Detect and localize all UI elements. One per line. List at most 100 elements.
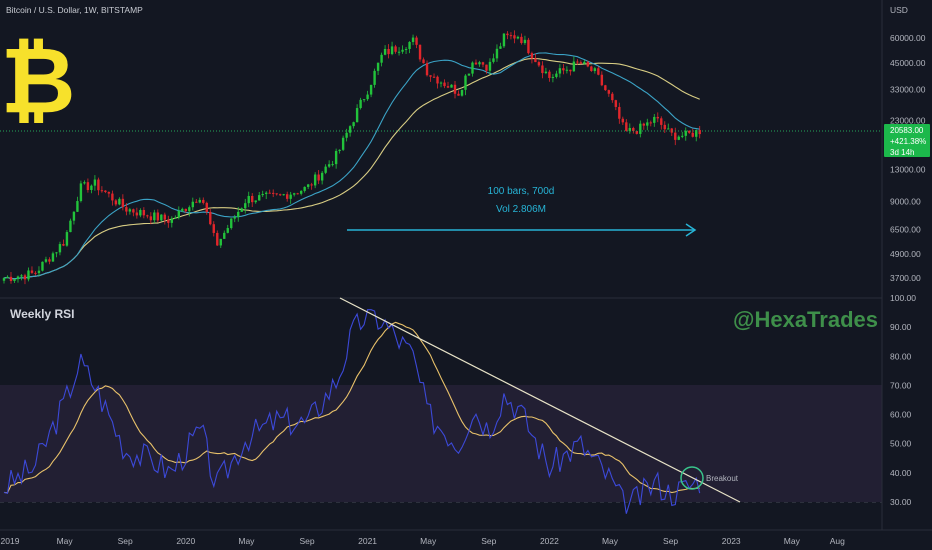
measure-vol-label: Vol 2.806M xyxy=(496,204,546,215)
candle-body xyxy=(390,46,394,55)
candle-body xyxy=(387,48,390,55)
candle-body xyxy=(530,53,534,59)
candle-body xyxy=(513,35,516,39)
candle-body xyxy=(188,207,191,212)
candle-body xyxy=(467,73,471,76)
rsi-tick-label: 60.00 xyxy=(890,410,912,420)
price-tick-label: 23000.00 xyxy=(890,116,926,126)
candle-body xyxy=(586,61,590,67)
candle-body xyxy=(439,82,443,84)
candle-body xyxy=(415,37,418,45)
candle-body xyxy=(6,276,9,279)
candle-body xyxy=(282,194,285,196)
candle-body xyxy=(317,174,320,181)
candle-body xyxy=(107,192,111,194)
candle-body xyxy=(520,36,523,44)
price-axis[interactable] xyxy=(882,0,932,530)
candle-body xyxy=(240,208,243,212)
candle-body xyxy=(258,195,261,201)
candle-body xyxy=(212,224,215,233)
candle-body xyxy=(506,33,509,36)
price-tick-label: 33000.00 xyxy=(890,85,926,95)
candle-body xyxy=(380,54,383,63)
candle-body xyxy=(348,126,352,133)
candle-body xyxy=(660,118,663,125)
time-tick-labels: 2019 May Sep 2020 May Sep 2021 May Sep 2022 May Sep… xyxy=(1,536,846,546)
candle-body xyxy=(118,198,121,205)
candle-body xyxy=(583,61,586,64)
time-tick-label: 2020 xyxy=(176,536,195,546)
rsi-tick-label: 80.00 xyxy=(890,351,912,361)
candle-body xyxy=(149,216,153,221)
candle-body xyxy=(237,211,240,218)
measure-tool[interactable]: 100 bars, 700d Vol 2.806M xyxy=(347,186,697,237)
candle-body xyxy=(597,68,600,75)
candle-body xyxy=(268,192,271,194)
candle-body xyxy=(485,64,488,71)
bitcoin-logo-icon: ₿ xyxy=(1,27,76,134)
candle-body xyxy=(471,62,474,74)
watermark: @HexaTrades xyxy=(733,307,878,332)
time-tick-label: May xyxy=(57,536,74,546)
candle-body xyxy=(572,61,576,72)
candle-body xyxy=(198,199,201,203)
candle-body xyxy=(555,73,558,77)
candle-body xyxy=(233,217,236,219)
candle-body xyxy=(58,244,62,253)
candle-body xyxy=(310,184,313,186)
candle-body xyxy=(628,128,632,131)
candle-body xyxy=(436,76,439,84)
candle-body xyxy=(653,116,656,123)
candle-body xyxy=(244,203,247,209)
candle-body xyxy=(607,90,611,94)
time-tick-label: Aug xyxy=(830,536,845,546)
candle-body xyxy=(499,46,502,49)
candle-body xyxy=(383,48,387,55)
candle-body xyxy=(618,106,621,119)
candle-body xyxy=(202,199,205,203)
candle-body xyxy=(72,211,76,221)
candle-body xyxy=(16,276,20,280)
candle-body xyxy=(590,66,593,72)
price-tick-labels: 60000.00 45000.00 33000.00 23000.00 13000.00… xyxy=(890,33,926,283)
candle-body xyxy=(41,261,44,271)
candle-body xyxy=(216,232,219,246)
ma-slow-path xyxy=(3,57,700,280)
price-tick-label: 13000.00 xyxy=(890,165,926,175)
current-price-badge: 20583.00 +421.38% 3d 14h xyxy=(884,124,930,157)
candle-body xyxy=(460,89,464,96)
candle-body xyxy=(369,84,373,95)
candle-body xyxy=(681,135,684,137)
candle-body xyxy=(55,252,58,254)
candle-body xyxy=(453,84,457,94)
candle-body xyxy=(565,69,569,71)
candle-body xyxy=(695,130,698,137)
candle-body xyxy=(65,232,69,246)
price-tick-label: 6500.00 xyxy=(890,224,921,234)
rsi-trendline[interactable] xyxy=(339,297,741,503)
candle-body xyxy=(23,275,27,280)
candle-body xyxy=(34,272,37,274)
candle-body xyxy=(170,218,174,223)
candle-body xyxy=(191,201,194,208)
candle-body xyxy=(404,48,408,50)
candle-body xyxy=(376,62,380,71)
candle-body xyxy=(614,100,618,107)
candle-body xyxy=(313,174,317,186)
time-tick-label: 2019 xyxy=(1,536,20,546)
rsi-tick-label: 30.00 xyxy=(890,497,912,507)
candle-body xyxy=(677,136,680,140)
candle-body xyxy=(457,93,460,96)
candle-body xyxy=(446,86,450,88)
time-axis[interactable] xyxy=(0,530,932,550)
candle-body xyxy=(593,68,597,72)
candle-body xyxy=(394,46,397,52)
candles xyxy=(2,30,701,285)
candle-body xyxy=(132,209,135,213)
candle-body xyxy=(541,65,544,74)
candle-body xyxy=(488,61,492,71)
time-tick-label: May xyxy=(602,536,619,546)
price-tick-label: 4900.00 xyxy=(890,249,921,259)
candle-body xyxy=(334,150,338,165)
